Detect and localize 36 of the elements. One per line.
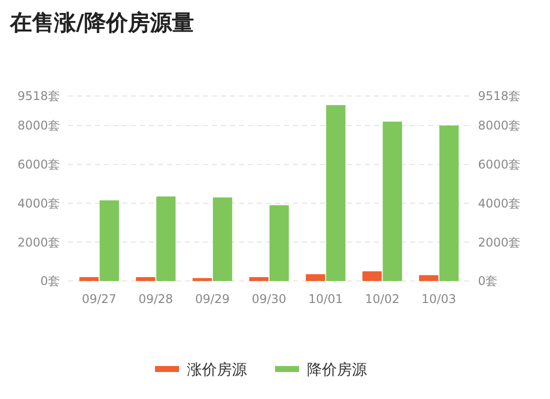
y-tick-label: 2000套 [17,235,60,250]
y-tick-label: 9518套 [17,89,60,104]
bar [382,122,402,281]
x-tick-label: 09/27 [82,292,116,306]
x-tick-label: 09/29 [195,292,230,306]
y2-tick-label: 0套 [478,274,498,288]
bar [249,277,268,281]
bar [326,105,346,281]
y2-tick-label: 6000套 [478,158,521,172]
bar [270,205,289,281]
bar [212,197,232,281]
bar [306,274,326,281]
bar [419,275,438,281]
y-tick-label: 4000套 [17,196,60,210]
y2-tick-label: 4000套 [478,196,521,210]
x-tick-label: 10/01 [308,292,343,306]
y-tick-label: 0套 [40,274,60,288]
bar [156,196,176,281]
legend-label: 降价房源 [307,360,367,378]
x-tick-label: 09/30 [252,292,286,306]
y2-tick-label: 9518套 [478,89,521,104]
y2-tick-label: 8000套 [478,118,521,133]
bar [439,126,459,281]
bar [79,277,99,281]
bar [192,278,212,281]
bar [100,200,119,281]
x-tick-label: 10/02 [364,292,400,306]
chart-title: 在售涨/降价房源量 [9,10,194,36]
x-tick-label: 10/03 [422,292,456,306]
bar [362,271,382,281]
y2-tick-label: 2000套 [478,235,521,250]
bar [136,277,156,281]
y-tick-label: 8000套 [17,118,60,133]
y-tick-label: 6000套 [17,158,60,172]
legend-label: 涨价房源 [187,360,247,378]
x-tick-label: 09/28 [138,292,174,306]
